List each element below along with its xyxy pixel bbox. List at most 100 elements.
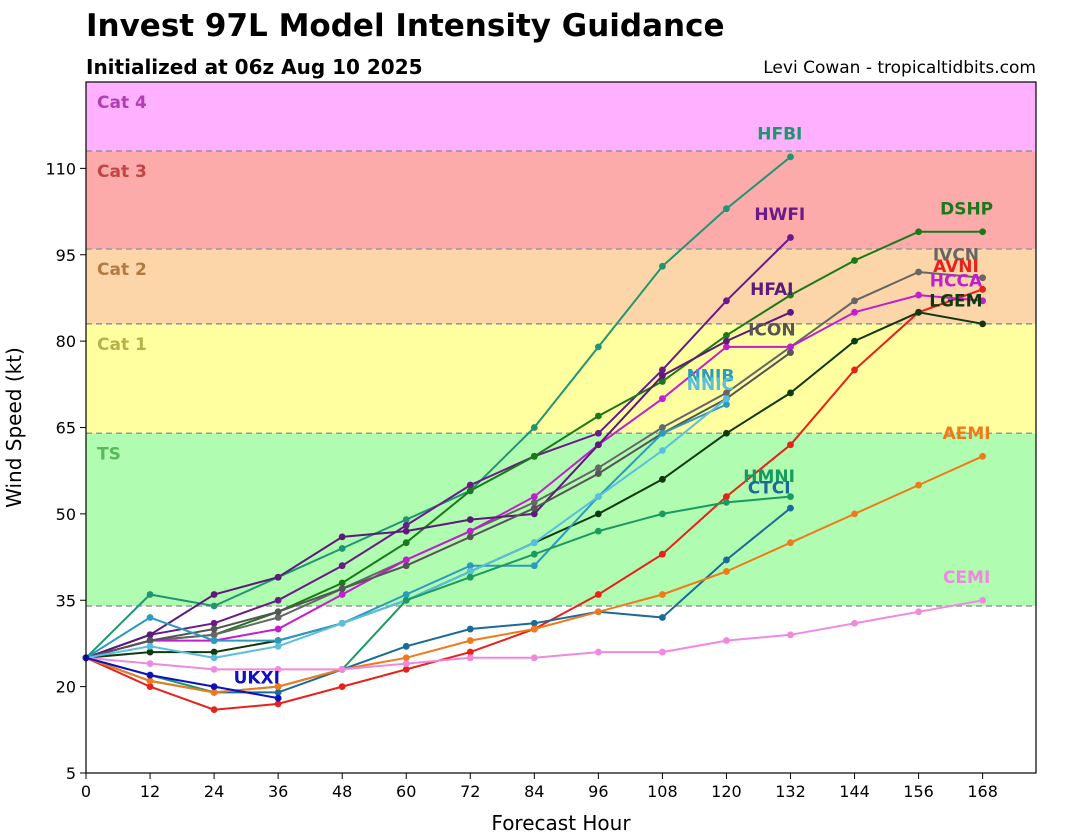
data-point (594, 527, 602, 535)
data-point (146, 648, 154, 656)
y-axis-label: Wind Speed (kt) (2, 347, 26, 508)
data-point (659, 614, 666, 621)
x-tick-label: 168 (967, 782, 998, 801)
data-point (210, 665, 218, 673)
x-tick-label: 24 (204, 782, 224, 801)
band-thresholds (86, 150, 1036, 607)
data-point (530, 504, 538, 512)
data-point (594, 470, 602, 477)
data-point (466, 568, 474, 575)
data-point (274, 700, 282, 708)
series-line (85, 236, 792, 659)
data-point (466, 654, 474, 662)
data-point (659, 429, 666, 437)
model-label: DSHP (940, 199, 993, 219)
data-point (851, 308, 858, 316)
series-line (85, 656, 279, 700)
x-tick-label: 12 (140, 782, 160, 801)
data-point (402, 654, 410, 662)
data-point (659, 510, 666, 518)
data-point (402, 556, 410, 564)
series-cemi (82, 596, 987, 673)
data-point (274, 642, 282, 650)
data-point (146, 671, 154, 679)
data-point (594, 343, 602, 351)
model-label: NNIB (687, 366, 735, 386)
model-label: CTCI (748, 479, 791, 499)
data-point (338, 579, 346, 587)
data-point (402, 539, 410, 547)
x-tick-label: 108 (647, 782, 678, 801)
data-point (787, 539, 794, 547)
data-point (146, 591, 154, 598)
model-label: IVCN (933, 246, 979, 266)
data-point (915, 291, 922, 299)
chart-credit: Levi Cowan - tropicaltidbits.com (763, 58, 1036, 78)
chart-subtitle: Initialized at 06z Aug 10 2025 (86, 55, 423, 79)
model-label: NNIC (687, 375, 734, 395)
data-point (723, 401, 730, 408)
data-point (530, 625, 538, 633)
x-tick-label: 48 (332, 782, 352, 801)
data-point (979, 452, 987, 460)
data-point (594, 510, 602, 518)
band-label: Cat 3 (97, 162, 147, 182)
data-point (979, 297, 987, 305)
data-point (787, 504, 794, 512)
data-point (979, 228, 987, 236)
data-point (851, 619, 858, 627)
data-point (979, 274, 987, 282)
data-point (594, 493, 602, 500)
data-point (787, 343, 794, 351)
data-point (723, 389, 730, 397)
data-point (210, 591, 218, 598)
x-tick-label: 72 (460, 782, 480, 801)
data-point (723, 297, 730, 305)
data-point (659, 395, 666, 403)
model-label: LGEM (929, 292, 982, 312)
data-point (210, 625, 218, 633)
x-tick-label: 84 (524, 782, 544, 801)
x-tick-label: 96 (588, 782, 608, 801)
data-point (466, 487, 474, 495)
model-label: UKXI (234, 669, 280, 689)
data-point (723, 331, 730, 339)
data-point (723, 205, 730, 213)
model-label: HFBI (757, 125, 802, 145)
data-point (851, 257, 858, 264)
data-point (402, 665, 410, 673)
data-point (787, 349, 794, 357)
data-point (466, 481, 474, 489)
data-point (723, 493, 730, 500)
data-point (338, 562, 346, 570)
data-point (146, 642, 154, 650)
data-point (723, 395, 730, 403)
y-tick-label: 5 (66, 764, 76, 783)
data-point (274, 688, 282, 696)
band-cat-3 (86, 151, 1036, 249)
data-point (979, 285, 987, 293)
data-point (210, 631, 218, 639)
data-point (402, 562, 410, 570)
data-point (915, 608, 922, 616)
data-point (466, 648, 474, 656)
y-tick-label: 95 (56, 246, 76, 265)
series-line (85, 311, 791, 659)
data-point (723, 568, 730, 575)
data-point (723, 343, 730, 351)
x-tick-label: 156 (903, 782, 934, 801)
data-point (466, 573, 474, 581)
data-point (723, 337, 730, 345)
model-label: AVNI (933, 257, 979, 277)
data-point (210, 706, 218, 714)
x-tick-label: 144 (839, 782, 870, 801)
data-point (466, 637, 474, 644)
x-axis-label: Forecast Hour (491, 811, 631, 835)
intensity-bands: TS Cat 1 Cat 2 Cat 3 Cat 4 (86, 82, 1036, 607)
band-label: Cat 2 (97, 260, 147, 280)
data-point (466, 562, 474, 570)
data-point (787, 441, 794, 449)
data-point (659, 447, 666, 454)
data-point (466, 516, 474, 524)
data-point (915, 481, 922, 489)
